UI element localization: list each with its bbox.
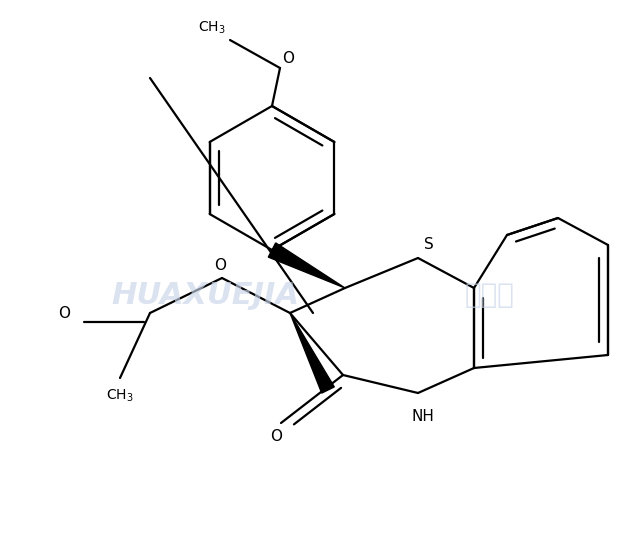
Polygon shape (290, 313, 334, 393)
Polygon shape (268, 243, 345, 288)
Text: NH: NH (412, 409, 434, 424)
Text: O: O (270, 429, 282, 444)
Text: O: O (58, 306, 70, 321)
Text: O: O (214, 258, 226, 273)
Text: CH$_3$: CH$_3$ (198, 19, 226, 36)
Text: S: S (424, 237, 434, 252)
Text: 化学加: 化学加 (465, 281, 515, 309)
Text: CH$_3$: CH$_3$ (106, 388, 134, 404)
Text: HUAXUEJIA: HUAXUEJIA (111, 280, 299, 309)
Text: O: O (282, 51, 294, 66)
